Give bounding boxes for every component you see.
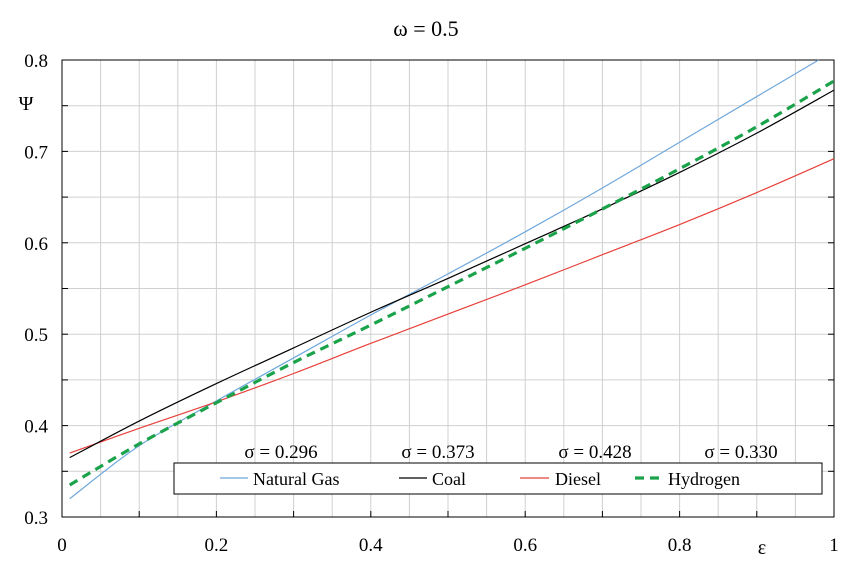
legend-box: [173, 462, 823, 495]
x-tick-labels: 0 0.2 0.4 0.6 0.8 1: [57, 535, 839, 556]
y-tick-label: 0.6: [24, 234, 48, 255]
y-tick-label: 0.3: [24, 508, 48, 529]
legend: Natural Gas Coal Diesel Hydrogen: [173, 462, 823, 495]
legend-label: Hydrogen: [668, 469, 740, 489]
legend-label: Coal: [432, 469, 466, 489]
legend-label: Diesel: [555, 469, 601, 489]
chart-title: ω = 0.5: [393, 16, 458, 41]
y-tick-label: 0.4: [24, 417, 48, 438]
series-lines: [68, 59, 835, 500]
y-tick-label: 0.7: [24, 142, 48, 163]
sigma-label: σ = 0.296: [244, 442, 317, 463]
x-tick-label: 0.2: [205, 535, 229, 556]
series-line-coal: [69, 89, 835, 459]
legend-label: Natural Gas: [253, 469, 339, 489]
series-line-diesel: [69, 158, 835, 454]
sigma-label: σ = 0.330: [704, 442, 777, 463]
y-axis-label: Ψ: [19, 93, 34, 115]
sigma-labels: σ = 0.296 σ = 0.373 σ = 0.428 σ = 0.330: [244, 442, 777, 463]
x-axis-label: ε: [758, 537, 766, 559]
x-tick-label: 0: [57, 535, 67, 556]
x-tick-label: 0.8: [668, 535, 692, 556]
y-tick-label: 0.5: [24, 325, 48, 346]
sigma-label: σ = 0.428: [558, 442, 631, 463]
x-tick-label: 0.6: [513, 535, 537, 556]
y-tick-label: 0.8: [24, 51, 48, 72]
series-line-hydrogen: [68, 79, 835, 487]
series-line-natural-gas: [69, 59, 819, 500]
x-tick-label: 1: [829, 535, 839, 556]
y-tick-labels: 0.3 0.4 0.5 0.6 0.7 0.8: [24, 51, 48, 529]
tick-marks: [61, 59, 835, 518]
x-tick-label: 0.4: [359, 535, 383, 556]
grid: [62, 60, 834, 517]
sigma-label: σ = 0.373: [401, 442, 474, 463]
